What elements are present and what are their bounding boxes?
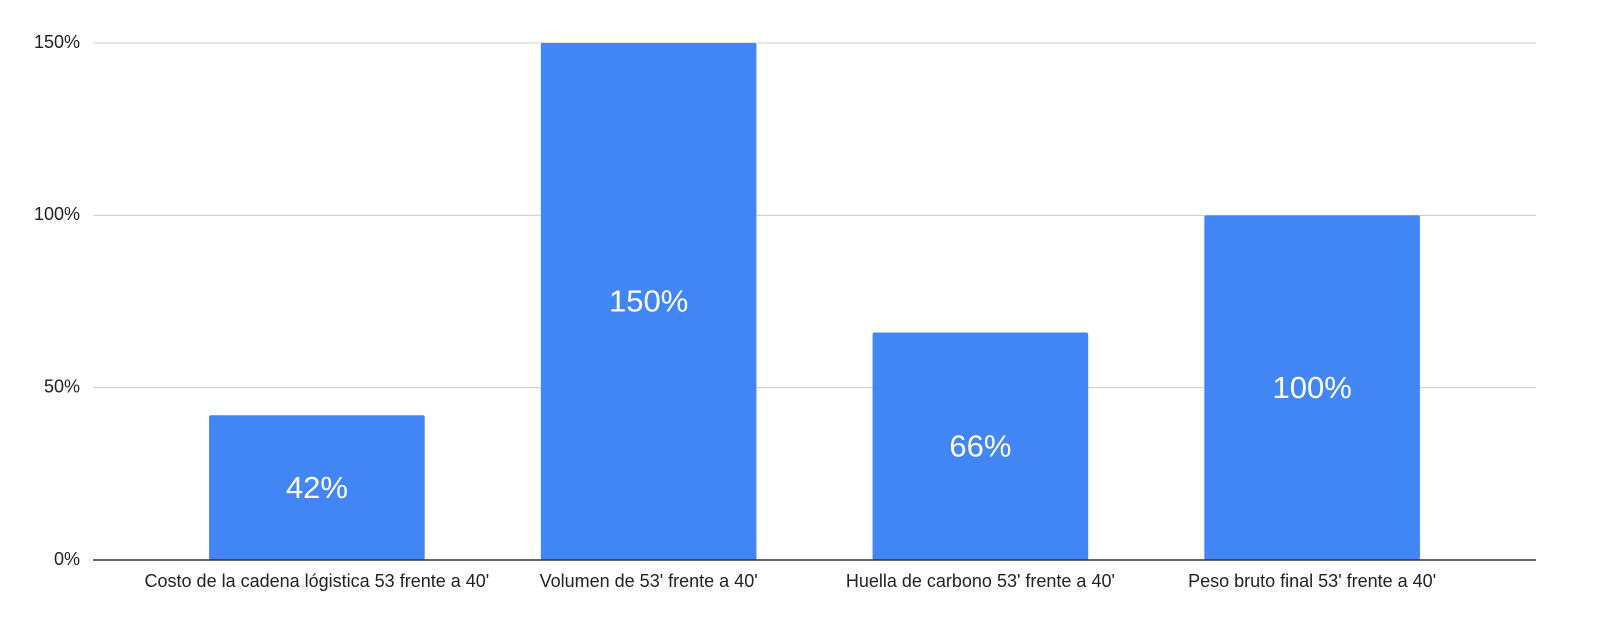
y-tick-label: 100% <box>34 204 80 224</box>
bar <box>209 415 425 560</box>
bar <box>1204 215 1420 561</box>
value-label: 66% <box>949 428 1011 463</box>
bar <box>872 332 1089 560</box>
value-label: 150% <box>609 284 688 319</box>
x-tick-label: Peso bruto final 53' frente a 40' <box>1188 571 1436 591</box>
x-tick-label: Huella de carbono 53' frente a 40' <box>846 571 1115 591</box>
y-tick-label: 50% <box>44 376 80 396</box>
value-label: 42% <box>286 470 348 505</box>
x-tick-label: Costo de la cadena lógistica 53 frente a… <box>145 571 490 591</box>
y-tick-label: 0% <box>54 549 80 569</box>
bar <box>540 43 757 560</box>
value-label: 100% <box>1272 370 1351 405</box>
x-tick-label: Volumen de 53' frente a 40' <box>540 571 758 591</box>
y-tick-label: 150% <box>34 32 80 52</box>
